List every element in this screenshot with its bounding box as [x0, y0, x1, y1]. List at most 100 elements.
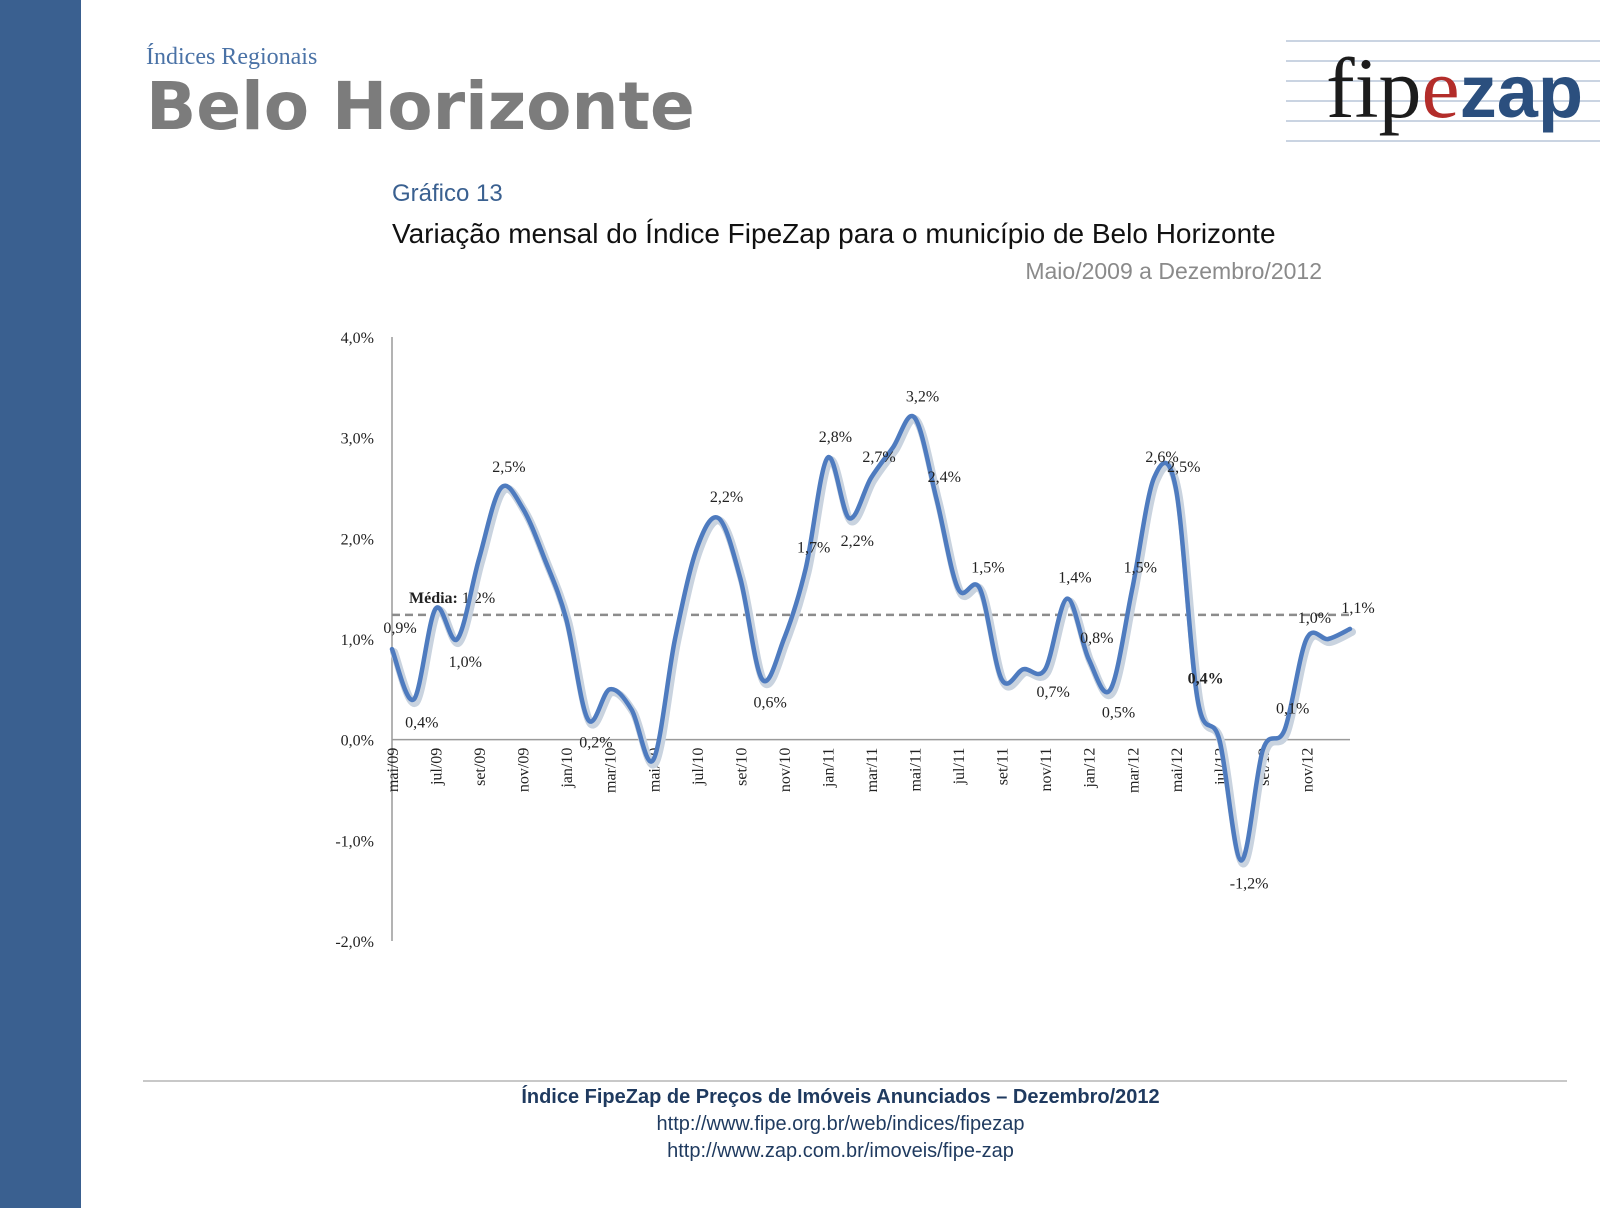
data-point — [520, 505, 526, 511]
data-point — [607, 686, 613, 692]
data-point — [1173, 485, 1179, 491]
data-point — [454, 636, 460, 642]
data-point — [411, 696, 417, 702]
series-line-shadow — [390, 414, 1356, 868]
footer-divider — [143, 1080, 1567, 1082]
x-tick-label: mai/12 — [1169, 748, 1186, 792]
data-point — [824, 455, 830, 461]
data-point — [846, 515, 852, 521]
data-label: 2,4% — [928, 469, 961, 486]
logo-lines — [1286, 40, 1600, 142]
data-label: 0,6% — [753, 694, 786, 711]
data-point — [1282, 727, 1288, 733]
x-tick-label: jan/12 — [1082, 748, 1099, 789]
x-tick-label: set/11 — [995, 748, 1012, 786]
data-point — [977, 586, 983, 592]
footer-link-zap[interactable]: http://www.zap.com.br/imoveis/fipe-zap — [667, 1140, 1014, 1162]
data-label: 0,9% — [383, 620, 416, 637]
data-point — [1238, 857, 1244, 863]
sidebar-band — [0, 0, 81, 1208]
y-tick-label: -2,0% — [335, 934, 374, 951]
data-label: 3,2% — [906, 389, 939, 406]
x-tick-label: mai/11 — [908, 748, 925, 792]
x-tick-label: nov/09 — [516, 748, 533, 792]
data-point — [1020, 666, 1026, 672]
data-point — [1151, 475, 1157, 481]
data-point — [389, 646, 395, 652]
logo-wordmark: fipezap — [1326, 38, 1583, 142]
data-point — [1129, 586, 1135, 592]
chart-period: Maio/2009 a Dezembro/2012 — [1025, 258, 1322, 284]
data-point — [868, 475, 874, 481]
data-point — [759, 676, 765, 682]
data-point — [716, 515, 722, 521]
data-label: 2,7% — [862, 449, 895, 466]
footer-link-fipe[interactable]: http://www.fipe.org.br/web/indices/fipez… — [656, 1113, 1025, 1135]
data-point — [933, 495, 939, 501]
data-point — [1064, 596, 1070, 602]
y-tick-label: 0,0% — [341, 733, 374, 750]
series-line — [389, 413, 1353, 863]
x-tick-label: mar/12 — [1125, 748, 1142, 793]
data-point — [1347, 626, 1353, 632]
x-tick-label: nov/12 — [1299, 748, 1316, 792]
data-label: 0,4% — [405, 714, 438, 731]
data-point — [585, 717, 591, 723]
x-tick-label: set/10 — [733, 748, 750, 786]
y-tick-label: 1,0% — [341, 632, 374, 649]
page-title: Belo Horizonte — [146, 68, 695, 145]
data-point — [781, 636, 787, 642]
data-point — [498, 485, 504, 491]
data-label: 2,5% — [1167, 459, 1200, 476]
data-point — [912, 415, 918, 421]
data-point — [803, 566, 809, 572]
x-tick-label: jul/10 — [690, 748, 707, 786]
x-tick-label: mai/09 — [385, 748, 402, 792]
data-point — [672, 636, 678, 642]
data-point — [737, 576, 743, 582]
data-label: 0,5% — [1102, 704, 1135, 721]
x-tick-label: mar/11 — [864, 748, 881, 793]
fipezap-logo: fipezap — [1286, 40, 1600, 144]
y-tick-label: 2,0% — [341, 531, 374, 548]
data-label: 1,4% — [1058, 570, 1091, 587]
data-point — [1042, 666, 1048, 672]
y-tick-label: 4,0% — [341, 330, 374, 347]
data-label: 1,5% — [971, 560, 1004, 577]
x-tick-label: jan/10 — [559, 748, 576, 789]
data-label: 1,0% — [449, 654, 482, 671]
data-label: 1,0% — [1298, 610, 1331, 627]
x-tick-label: jul/09 — [429, 748, 446, 786]
data-point — [541, 555, 547, 561]
data-point — [1108, 686, 1114, 692]
data-point — [476, 555, 482, 561]
data-label: -1,2% — [1230, 875, 1269, 892]
x-tick-label: jan/11 — [820, 748, 837, 788]
data-point — [650, 757, 656, 763]
data-point — [1086, 656, 1092, 662]
x-tick-label: mar/10 — [603, 748, 620, 793]
data-point — [563, 616, 569, 622]
chart-title: Variação mensal do Índice FipeZap para o… — [392, 218, 1276, 249]
data-label: 2,2% — [841, 533, 874, 550]
data-label: 2,8% — [819, 429, 852, 446]
header-subtitle: Índices Regionais — [146, 44, 318, 70]
data-label: 2,2% — [710, 489, 743, 506]
x-tick-label: jul/11 — [951, 748, 968, 786]
data-point — [955, 586, 961, 592]
x-tick-label: nov/10 — [777, 748, 794, 792]
data-point — [1303, 636, 1309, 642]
line-chart: 4,0% 3,0% 2,0% 1,0% 0,0% -1,0% -2,0% mai/09 jul/… — [335, 330, 1374, 951]
data-point — [629, 706, 635, 712]
data-point — [694, 545, 700, 551]
data-label: 1,5% — [1124, 560, 1157, 577]
data-label: 0,8% — [1080, 630, 1113, 647]
logo-part-e: e — [1421, 40, 1460, 136]
data-point — [1216, 737, 1222, 743]
data-point — [433, 606, 439, 612]
x-tick-label: set/09 — [472, 748, 489, 786]
data-label: 0,2% — [579, 735, 612, 752]
logo-part-zap: zap — [1459, 50, 1584, 133]
y-tick-label: 3,0% — [341, 431, 374, 448]
chart-number-label: Gráfico 13 — [392, 180, 503, 207]
